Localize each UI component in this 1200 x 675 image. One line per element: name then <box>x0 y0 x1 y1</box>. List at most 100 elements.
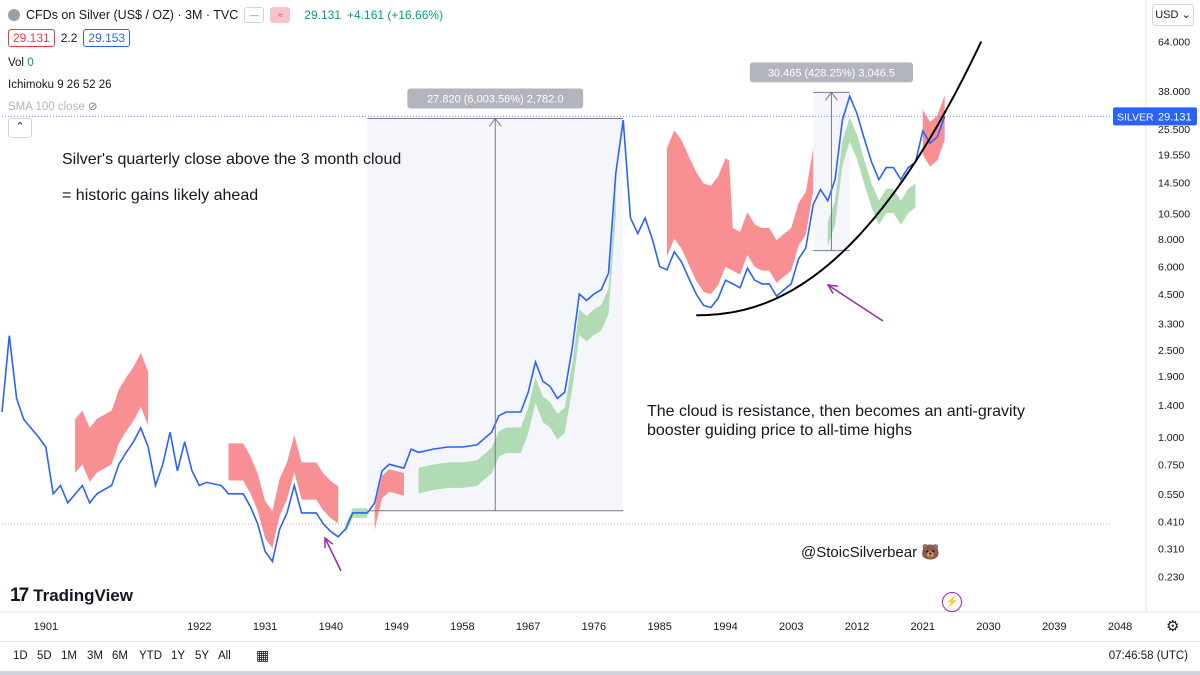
timeframe-ytd[interactable]: YTD <box>139 650 162 662</box>
x-tick-label-14: 2039 <box>1042 621 1066 633</box>
arrow-head-1 <box>324 536 334 549</box>
y-tick-label-17: 0.310 <box>1158 543 1184 555</box>
price-label-symbol: SILVER <box>1117 111 1154 123</box>
x-tick-label-9: 1994 <box>713 621 737 633</box>
y-tick-label-7: 6.000 <box>1158 262 1184 274</box>
ask-button[interactable]: 29.153 <box>83 29 131 47</box>
tradingview-logo[interactable]: 17 TradingView <box>10 585 133 607</box>
measure-arrowhead-1 <box>488 117 502 127</box>
lightning-icon[interactable]: ⚡ <box>942 592 962 612</box>
y-tick-label-0: 64.000 <box>1158 37 1190 49</box>
y-tick-label-2: 25.500 <box>1158 124 1190 136</box>
visibility-off-icon[interactable]: ⊘ <box>87 101 98 113</box>
volume-indicator[interactable]: Vol 0 <box>8 57 34 69</box>
tradingview-wordmark: TradingView <box>33 586 133 605</box>
sma-label: SMA 100 close <box>8 101 85 113</box>
volume-label: Vol <box>8 57 24 69</box>
compare-icon[interactable]: ≈ <box>270 7 291 23</box>
price-label-bg <box>1113 107 1197 126</box>
bid-button[interactable]: 29.131 <box>8 29 55 47</box>
x-tick-label-3: 1940 <box>319 621 343 633</box>
x-tick-label-7: 1976 <box>582 621 606 633</box>
x-tick-label-6: 1967 <box>516 621 540 633</box>
timeframe-3m[interactable]: 3M <box>87 650 103 662</box>
visibility-off-icon[interactable]: — <box>244 7 265 23</box>
y-tick-label-11: 1.900 <box>1158 371 1184 383</box>
price-label-value: 29.131 <box>1158 111 1192 123</box>
symbol-title[interactable]: CFDs on Silver (US$ / OZ) · 3M · TVC <box>26 8 239 22</box>
measure-label-bg-1 <box>407 88 584 109</box>
arrow-annotation-2 <box>827 284 884 322</box>
y-tick-label-16: 0.410 <box>1158 517 1184 529</box>
title-annotation-line2: = historic gains likely ahead <box>62 187 259 204</box>
measure-label-bg-2 <box>749 62 914 83</box>
cloud-bullish-2 <box>418 188 616 494</box>
timeframe-1m[interactable]: 1M <box>61 650 77 662</box>
x-tick-label-0: 1901 <box>34 621 58 633</box>
timeframe-5d[interactable]: 5D <box>37 650 52 662</box>
ichimoku-indicator[interactable]: Ichimoku 9 26 52 26 <box>8 79 112 91</box>
last-price: 29.131 <box>304 8 341 22</box>
calendar-range-icon[interactable]: ▦ <box>256 647 270 663</box>
x-tick-label-13: 2030 <box>976 621 1000 633</box>
y-tick-label-5: 10.500 <box>1158 208 1190 220</box>
timeframe-1d[interactable]: 1D <box>13 650 28 662</box>
currency-label: USD <box>1155 9 1179 21</box>
x-tick-label-11: 2012 <box>845 621 869 633</box>
price-series-line <box>1 93 946 564</box>
clock[interactable]: 07:46:58 (UTC) <box>1108 650 1188 662</box>
cloud-bearish-3 <box>374 469 404 531</box>
measure-label-1: 27.820 (6,003.56%) 2,782.0 <box>427 93 563 105</box>
measure-label-2: 30.465 (428.25%) 3,046.5 <box>768 67 895 79</box>
y-tick-label-15: 0.550 <box>1158 489 1184 501</box>
chevron-down-icon: ⌄ <box>1178 9 1191 21</box>
author-annotation: @StoicSilverbear 🐻 <box>801 544 940 561</box>
volume-value: 0 <box>27 57 34 69</box>
price-change: +4.161 (+16.66%) <box>347 8 444 22</box>
timeframe-1y[interactable]: 1Y <box>171 650 186 662</box>
bottom-divider <box>0 671 1200 675</box>
x-tick-label-15: 2048 <box>1108 621 1132 633</box>
x-tick-label-5: 1958 <box>450 621 474 633</box>
price-chart[interactable]: 27.820 (6,003.56%) 2,782.0 30.465 (428.25… <box>0 0 1200 641</box>
y-tick-label-9: 3.300 <box>1158 318 1184 330</box>
tradingview-mark: 17 <box>10 585 29 606</box>
timeframe-6m[interactable]: 6M <box>112 650 128 662</box>
x-tick-label-2: 1931 <box>253 621 277 633</box>
cloud-bearish-4 <box>667 130 814 295</box>
x-tick-label-4: 1949 <box>384 621 408 633</box>
y-tick-label-4: 14.500 <box>1158 178 1190 190</box>
arrow-annotation-1 <box>324 537 342 572</box>
y-tick-label-13: 1.000 <box>1158 432 1184 444</box>
cloud-bearish-1 <box>75 352 149 482</box>
bid-ask-row: 29.131 2.2 29.153 <box>8 29 131 47</box>
y-tick-label-3: 19.550 <box>1158 149 1190 161</box>
y-tick-label-8: 4.500 <box>1158 289 1184 301</box>
y-tick-label-6: 8.000 <box>1158 234 1184 246</box>
x-tick-label-1: 1922 <box>187 621 211 633</box>
timeframe-all[interactable]: All <box>218 650 231 662</box>
settings-icon[interactable]: ⚙ <box>1166 618 1180 635</box>
spread-value: 2.2 <box>60 31 78 45</box>
cloud-annotation-line1: The cloud is resistance, then becomes an… <box>647 403 1025 420</box>
sma-indicator[interactable]: SMA 100 close ⊘ <box>8 99 98 113</box>
collapse-icon[interactable]: ⌃ <box>8 118 32 138</box>
x-tick-label-10: 2003 <box>779 621 803 633</box>
y-tick-label-1: 38.000 <box>1158 86 1190 98</box>
cloud-bearish-2 <box>228 435 339 549</box>
parabolic-curve <box>696 41 983 317</box>
symbol-logo-icon <box>8 9 20 21</box>
y-tick-label-18: 0.230 <box>1158 572 1184 584</box>
timeframe-5y[interactable]: 5Y <box>195 650 210 662</box>
x-tick-label-12: 2021 <box>911 621 935 633</box>
x-tick-label-8: 1985 <box>647 621 671 633</box>
cloud-bullish-1 <box>345 508 368 534</box>
title-annotation-line1: Silver's quarterly close above the 3 mon… <box>62 151 402 168</box>
y-tick-label-14: 0.750 <box>1158 459 1184 471</box>
y-tick-label-10: 2.500 <box>1158 345 1184 357</box>
y-tick-label-12: 1.400 <box>1158 400 1184 412</box>
arrow-head-2 <box>826 284 839 294</box>
bottom-toolbar: 1D 5D 1M 3M 6M YTD 1Y 5Y All ▦ 07:46:58 … <box>0 641 1200 672</box>
currency-selector[interactable]: USD ⌄ <box>1152 4 1194 26</box>
chart-header: CFDs on Silver (US$ / OZ) · 3M · TVC — ≈… <box>8 6 443 24</box>
